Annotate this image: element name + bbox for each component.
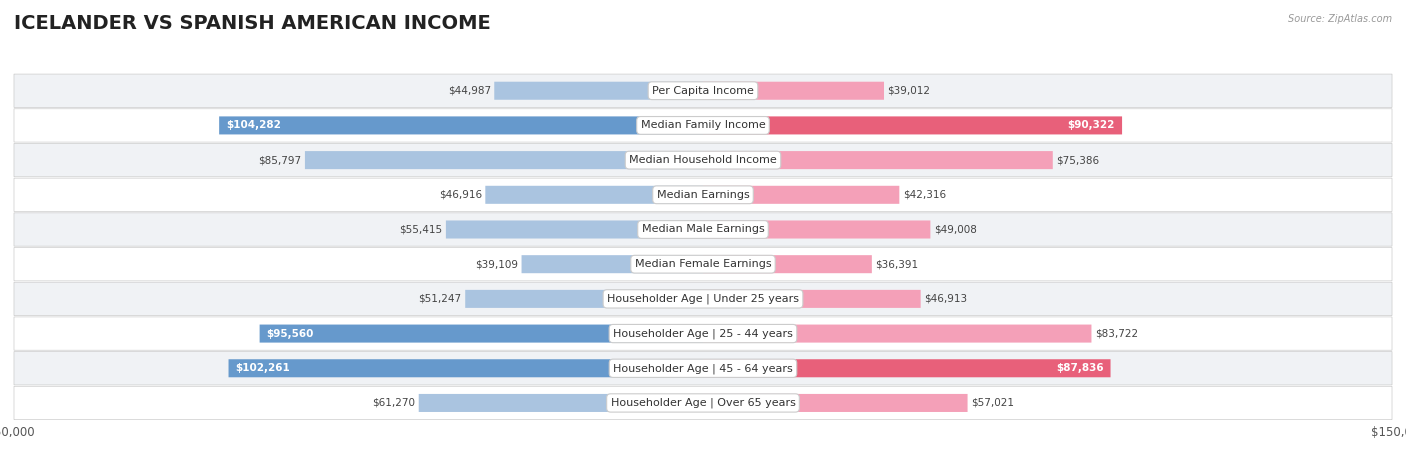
FancyBboxPatch shape — [465, 290, 703, 308]
FancyBboxPatch shape — [703, 394, 967, 412]
Text: Median Earnings: Median Earnings — [657, 190, 749, 200]
FancyBboxPatch shape — [14, 248, 1392, 281]
FancyBboxPatch shape — [14, 213, 1392, 246]
FancyBboxPatch shape — [14, 352, 1392, 385]
Text: $46,913: $46,913 — [924, 294, 967, 304]
FancyBboxPatch shape — [522, 255, 703, 273]
FancyBboxPatch shape — [14, 109, 1392, 142]
Text: $51,247: $51,247 — [419, 294, 461, 304]
Text: Per Capita Income: Per Capita Income — [652, 86, 754, 96]
FancyBboxPatch shape — [14, 317, 1392, 350]
Text: ICELANDER VS SPANISH AMERICAN INCOME: ICELANDER VS SPANISH AMERICAN INCOME — [14, 14, 491, 33]
Text: $95,560: $95,560 — [267, 329, 314, 339]
FancyBboxPatch shape — [14, 386, 1392, 420]
FancyBboxPatch shape — [703, 186, 900, 204]
FancyBboxPatch shape — [446, 220, 703, 239]
Text: $42,316: $42,316 — [903, 190, 946, 200]
Text: $83,722: $83,722 — [1095, 329, 1137, 339]
Text: Householder Age | 45 - 64 years: Householder Age | 45 - 64 years — [613, 363, 793, 374]
Text: $85,797: $85,797 — [259, 155, 301, 165]
Text: Median Household Income: Median Household Income — [628, 155, 778, 165]
FancyBboxPatch shape — [703, 116, 1122, 134]
Text: $49,008: $49,008 — [934, 225, 977, 234]
Text: $75,386: $75,386 — [1056, 155, 1099, 165]
FancyBboxPatch shape — [703, 325, 1091, 343]
FancyBboxPatch shape — [703, 151, 1053, 169]
FancyBboxPatch shape — [14, 74, 1392, 107]
FancyBboxPatch shape — [495, 82, 703, 100]
FancyBboxPatch shape — [419, 394, 703, 412]
FancyBboxPatch shape — [703, 82, 884, 100]
Text: $39,109: $39,109 — [475, 259, 517, 269]
FancyBboxPatch shape — [14, 178, 1392, 212]
FancyBboxPatch shape — [14, 143, 1392, 177]
Text: Householder Age | 25 - 44 years: Householder Age | 25 - 44 years — [613, 328, 793, 339]
FancyBboxPatch shape — [703, 255, 872, 273]
FancyBboxPatch shape — [260, 325, 703, 343]
Text: $36,391: $36,391 — [876, 259, 918, 269]
Text: Householder Age | Under 25 years: Householder Age | Under 25 years — [607, 294, 799, 304]
Text: $55,415: $55,415 — [399, 225, 443, 234]
Text: $61,270: $61,270 — [373, 398, 415, 408]
FancyBboxPatch shape — [219, 116, 703, 134]
Text: $90,322: $90,322 — [1067, 120, 1115, 130]
Text: $44,987: $44,987 — [447, 86, 491, 96]
Text: $87,836: $87,836 — [1056, 363, 1104, 373]
Text: Householder Age | Over 65 years: Householder Age | Over 65 years — [610, 398, 796, 408]
Text: $39,012: $39,012 — [887, 86, 931, 96]
FancyBboxPatch shape — [703, 290, 921, 308]
Text: $104,282: $104,282 — [226, 120, 281, 130]
FancyBboxPatch shape — [703, 359, 1111, 377]
Text: $46,916: $46,916 — [439, 190, 482, 200]
Text: Median Male Earnings: Median Male Earnings — [641, 225, 765, 234]
FancyBboxPatch shape — [229, 359, 703, 377]
Text: $57,021: $57,021 — [972, 398, 1014, 408]
FancyBboxPatch shape — [305, 151, 703, 169]
FancyBboxPatch shape — [485, 186, 703, 204]
Text: Median Female Earnings: Median Female Earnings — [634, 259, 772, 269]
Text: Median Family Income: Median Family Income — [641, 120, 765, 130]
Text: $102,261: $102,261 — [235, 363, 290, 373]
Text: Source: ZipAtlas.com: Source: ZipAtlas.com — [1288, 14, 1392, 24]
FancyBboxPatch shape — [703, 220, 931, 239]
FancyBboxPatch shape — [14, 282, 1392, 316]
